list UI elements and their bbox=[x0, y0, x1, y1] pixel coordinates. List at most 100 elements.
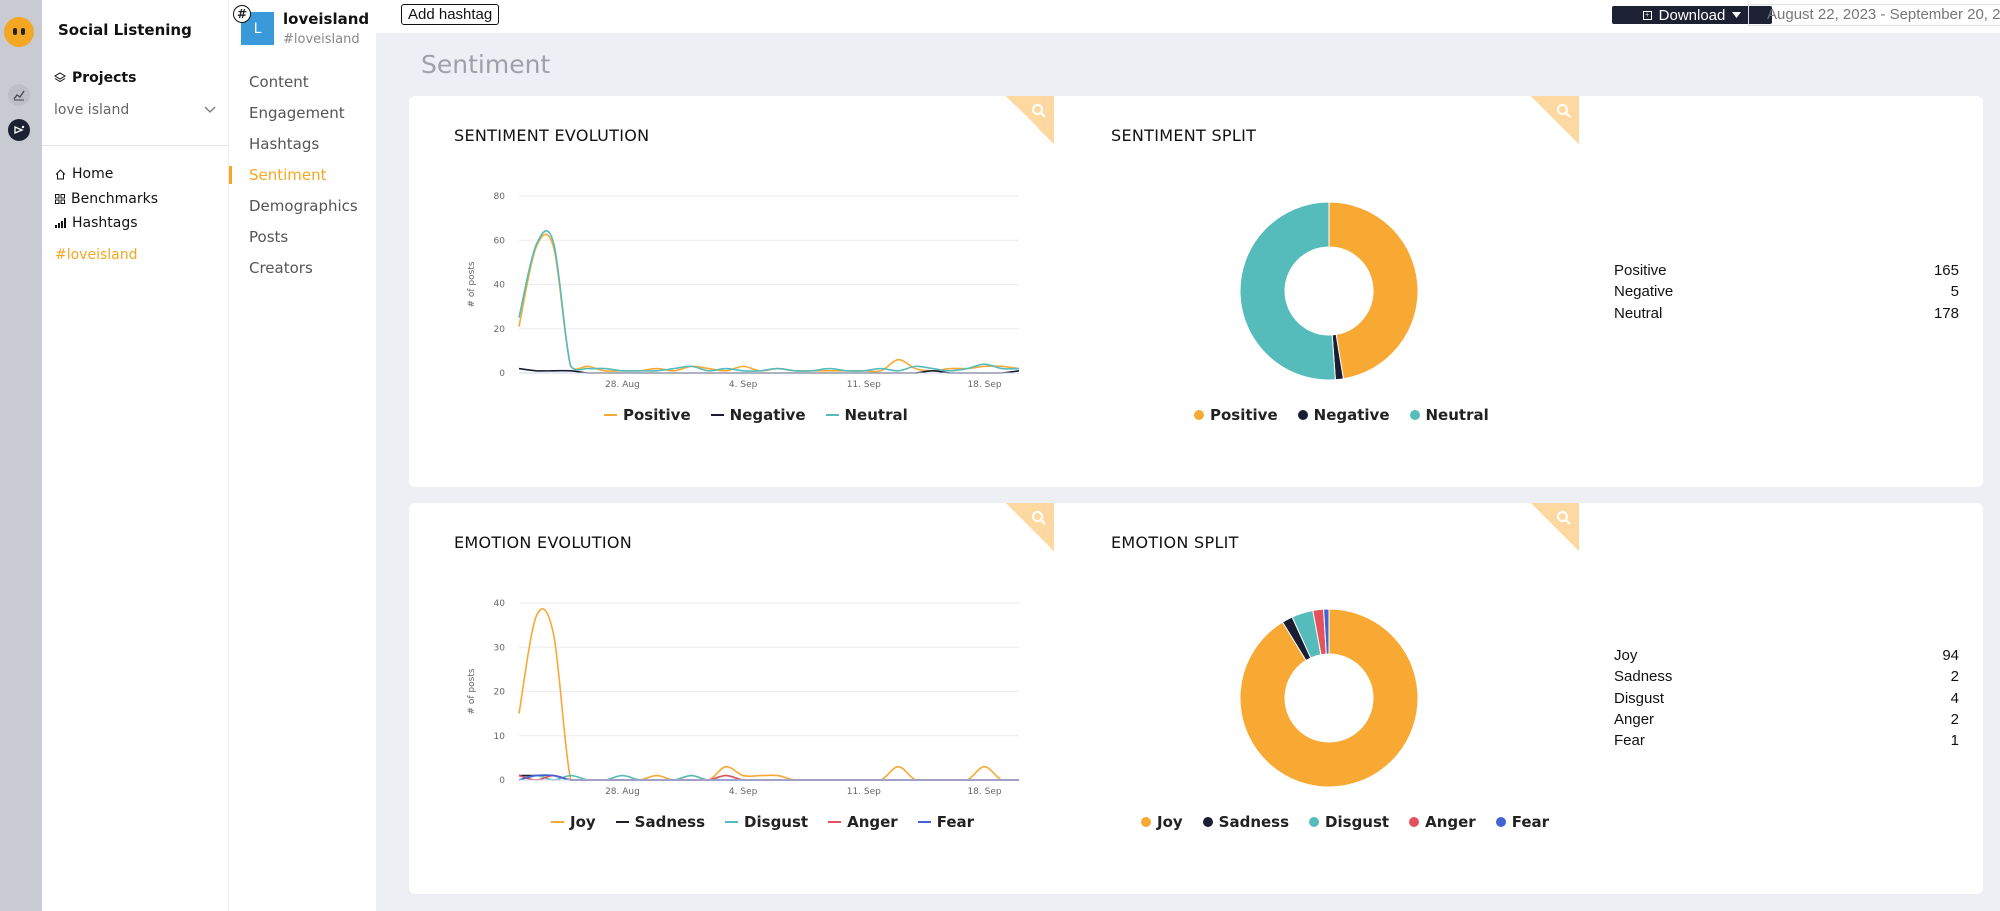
menu-engagement[interactable]: Engagement bbox=[249, 104, 345, 122]
home-icon bbox=[55, 168, 66, 179]
legend-disgust[interactable]: Disgust bbox=[1309, 813, 1389, 831]
y-tick-label: 0 bbox=[499, 369, 505, 379]
legend-label: Anger bbox=[847, 813, 898, 831]
menu-demographics[interactable]: Demographics bbox=[249, 197, 358, 215]
analytics-icon[interactable] bbox=[8, 84, 30, 106]
menu-hashtags[interactable]: Hashtags bbox=[249, 135, 320, 153]
social-listening-icon[interactable] bbox=[8, 119, 30, 141]
search-icon bbox=[1032, 104, 1046, 118]
app-logo-icon[interactable] bbox=[4, 17, 34, 47]
y-axis-label: # of posts bbox=[467, 668, 477, 714]
menu-posts[interactable]: Posts bbox=[249, 228, 289, 246]
legend-neutral[interactable]: Neutral bbox=[1409, 406, 1489, 424]
legend-sadness[interactable]: Sadness bbox=[615, 813, 705, 831]
emotion-split-donut bbox=[1239, 608, 1419, 788]
stat-row: Negative 5 bbox=[1614, 283, 1959, 304]
app-title: Social Listening bbox=[58, 21, 192, 39]
emotion-split-title: EMOTION SPLIT bbox=[1111, 533, 1239, 552]
series-line-positive[interactable] bbox=[518, 233, 1020, 373]
legend-label: Neutral bbox=[844, 406, 908, 424]
stat-value: 2 bbox=[1950, 668, 1959, 686]
legend-negative[interactable]: Negative bbox=[1297, 406, 1390, 424]
slice-joy[interactable] bbox=[1239, 608, 1419, 788]
hashtag-submenu: L # loveisland #loveisland Content Engag… bbox=[228, 0, 376, 911]
y-tick-label: 20 bbox=[494, 325, 506, 335]
stat-row: Fear 1 bbox=[1614, 732, 1959, 753]
legend-label: Fear bbox=[1511, 813, 1550, 831]
legend-positive[interactable]: Positive bbox=[604, 406, 691, 424]
legend-label: Joy bbox=[1157, 813, 1183, 831]
stat-label: Sadness bbox=[1614, 668, 1673, 686]
date-range-picker[interactable]: August 22, 2023 - September 20, 2023 bbox=[1748, 4, 2000, 26]
y-axis-label: # of posts bbox=[467, 261, 477, 307]
stat-row: Disgust 4 bbox=[1614, 690, 1959, 711]
stat-value: 5 bbox=[1950, 283, 1959, 301]
nav-home-label: Home bbox=[72, 166, 114, 182]
legend-sadness[interactable]: Sadness bbox=[1202, 813, 1290, 831]
nav-hashtags[interactable]: Hashtags bbox=[55, 215, 138, 231]
emotion-split-legend: Joy Sadness Disgust Anger Fear bbox=[1141, 813, 1549, 831]
legend-disgust[interactable]: Disgust bbox=[725, 813, 808, 831]
menu-content[interactable]: Content bbox=[249, 73, 309, 91]
legend-label: Negative bbox=[1313, 406, 1390, 424]
stat-value: 94 bbox=[1942, 647, 1959, 664]
zoom-button[interactable] bbox=[1006, 96, 1054, 144]
icon-rail bbox=[0, 0, 42, 911]
stat-label: Negative bbox=[1614, 283, 1674, 301]
zoom-button[interactable] bbox=[1531, 503, 1579, 551]
search-icon bbox=[1032, 511, 1046, 525]
legend-anger[interactable]: Anger bbox=[828, 813, 898, 831]
sentiment-split-donut bbox=[1239, 201, 1419, 381]
caret-down-icon bbox=[1732, 12, 1742, 18]
nav-benchmarks[interactable]: Benchmarks bbox=[55, 191, 158, 207]
legend-fear[interactable]: Fear bbox=[1495, 813, 1550, 831]
x-tick-label: 28. Aug bbox=[605, 380, 640, 390]
download-button[interactable]: + Download bbox=[1612, 6, 1772, 24]
stat-value: 178 bbox=[1933, 304, 1959, 322]
series-line-joy[interactable] bbox=[518, 608, 1019, 781]
legend-positive[interactable]: Positive bbox=[1194, 406, 1278, 424]
legend-anger[interactable]: Anger bbox=[1409, 813, 1476, 831]
add-hashtag-button[interactable]: Add hashtag bbox=[401, 4, 500, 25]
legend-joy[interactable]: Joy bbox=[551, 813, 596, 831]
x-tick-label: 4. Sep bbox=[729, 787, 758, 797]
series-line-neutral[interactable] bbox=[518, 230, 1020, 372]
x-tick-label: 11. Sep bbox=[847, 787, 881, 797]
stat-label: Positive bbox=[1614, 262, 1667, 279]
active-hashtag-link[interactable]: #loveisland bbox=[55, 247, 138, 263]
zoom-button[interactable] bbox=[1531, 96, 1579, 144]
divider bbox=[42, 145, 228, 146]
sentiment-evolution-legend: Positive Negative Neutral bbox=[604, 406, 908, 424]
legend-neutral[interactable]: Neutral bbox=[825, 406, 908, 424]
nav-home[interactable]: Home bbox=[55, 166, 113, 182]
sentiment-stats: Positive 165 Negative 5 Neutral 178 bbox=[1614, 262, 1959, 326]
download-icon: + bbox=[1642, 10, 1652, 20]
bars-icon bbox=[55, 218, 66, 228]
hashtag-name: loveisland bbox=[283, 10, 370, 28]
stat-row: Neutral 178 bbox=[1614, 305, 1959, 326]
menu-sentiment[interactable]: Sentiment bbox=[249, 166, 327, 184]
project-select[interactable]: love island bbox=[54, 102, 216, 118]
nav-benchmarks-label: Benchmarks bbox=[71, 191, 159, 207]
legend-label: Anger bbox=[1425, 813, 1476, 831]
sentiment-split-legend: Positive Negative Neutral bbox=[1194, 406, 1489, 424]
stat-row: Joy 94 bbox=[1614, 647, 1959, 668]
y-tick-label: 60 bbox=[494, 236, 506, 246]
stat-row: Anger 2 bbox=[1614, 711, 1959, 732]
legend-label: Disgust bbox=[1325, 813, 1390, 831]
legend-fear[interactable]: Fear bbox=[917, 813, 975, 831]
stat-label: Joy bbox=[1614, 647, 1638, 664]
menu-creators[interactable]: Creators bbox=[249, 259, 313, 277]
x-tick-label: 18. Sep bbox=[967, 380, 1001, 390]
legend-negative[interactable]: Negative bbox=[710, 406, 806, 424]
slice-fear[interactable] bbox=[1323, 608, 1330, 655]
projects-heading: Projects bbox=[54, 70, 136, 86]
slice-neutral[interactable] bbox=[1239, 201, 1336, 381]
slice-positive[interactable] bbox=[1328, 201, 1419, 380]
legend-label: Sadness bbox=[1218, 813, 1290, 831]
legend-joy[interactable]: Joy bbox=[1141, 813, 1183, 831]
sentiment-evolution-chart: 0 20 40 60 80 # of posts 28. Aug 4. Sep 11. Sep 1… bbox=[467, 192, 1020, 390]
zoom-button[interactable] bbox=[1006, 503, 1054, 551]
stat-label: Anger bbox=[1614, 710, 1655, 728]
legend-label: Fear bbox=[936, 813, 975, 831]
